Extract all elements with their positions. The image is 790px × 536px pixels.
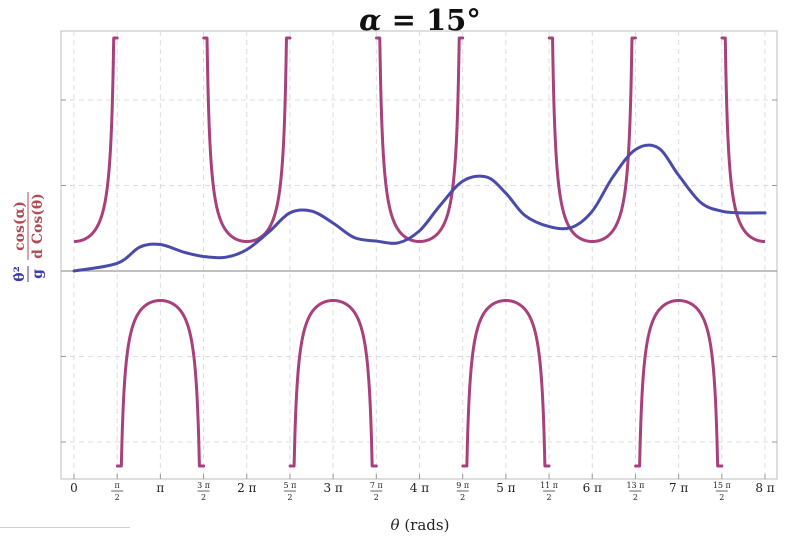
- y-label-potential-num: cos(α): [12, 201, 28, 251]
- x-tick-label-den: 2: [287, 493, 292, 502]
- y-label-potential-den: d Cos(θ): [30, 193, 46, 259]
- y-label-energy-num: θ̇²: [11, 266, 28, 281]
- x-tick-label: 0: [70, 481, 78, 495]
- x-tick-label-den: 2: [374, 493, 379, 502]
- x-tick-label: 4 π: [410, 481, 429, 495]
- x-tick-label: 7 π: [669, 481, 688, 495]
- series-potential-line: [72, 36, 767, 468]
- x-tick-label: 2 π: [237, 481, 256, 495]
- x-tick-label-num: π: [115, 481, 120, 490]
- grid-lines: [61, 31, 777, 479]
- x-tick-label-den: 2: [115, 493, 120, 502]
- plot-frame: [60, 30, 778, 480]
- x-tick-label-num: 7 π: [370, 481, 383, 490]
- x-tick-label-den: 2: [201, 493, 206, 502]
- x-tick-label: π: [156, 481, 164, 495]
- x-tick-label-num: 15 π: [713, 481, 731, 490]
- x-tick-label-num: 9 π: [456, 481, 469, 490]
- x-tick-label: 5 π: [496, 481, 515, 495]
- x-tick-label-num: 11 π: [540, 481, 558, 490]
- x-tick-label-num: 13 π: [626, 481, 644, 490]
- x-tick-label-num: 3 π: [197, 481, 210, 490]
- x-tick-label-den: 2: [460, 493, 465, 502]
- x-tick-label-num: 5 π: [283, 481, 296, 490]
- x-axis-label: θ (rads): [391, 516, 450, 534]
- x-tick-label-den: 2: [719, 493, 724, 502]
- x-tick-label: 6 π: [583, 481, 602, 495]
- x-tick-label-den: 2: [633, 493, 638, 502]
- y-label-energy-den: g: [30, 269, 46, 279]
- bottom-divider: [0, 527, 130, 536]
- x-tick-label-den: 2: [547, 493, 552, 502]
- axis-ticks: [61, 99, 777, 479]
- x-tick-labels: 0 π 2 π 3 π 2 2 π 5 π 2 3 π 7 π 2 4 π 9 π 2 5 π 11 π 2 6 π…: [70, 481, 775, 502]
- x-tick-label: 8 π: [755, 481, 774, 495]
- x-tick-label: 3 π: [323, 481, 342, 495]
- series-energy-line: [72, 143, 767, 273]
- y-axis-label: θ̇² g cos(α) d Cos(θ): [11, 192, 46, 282]
